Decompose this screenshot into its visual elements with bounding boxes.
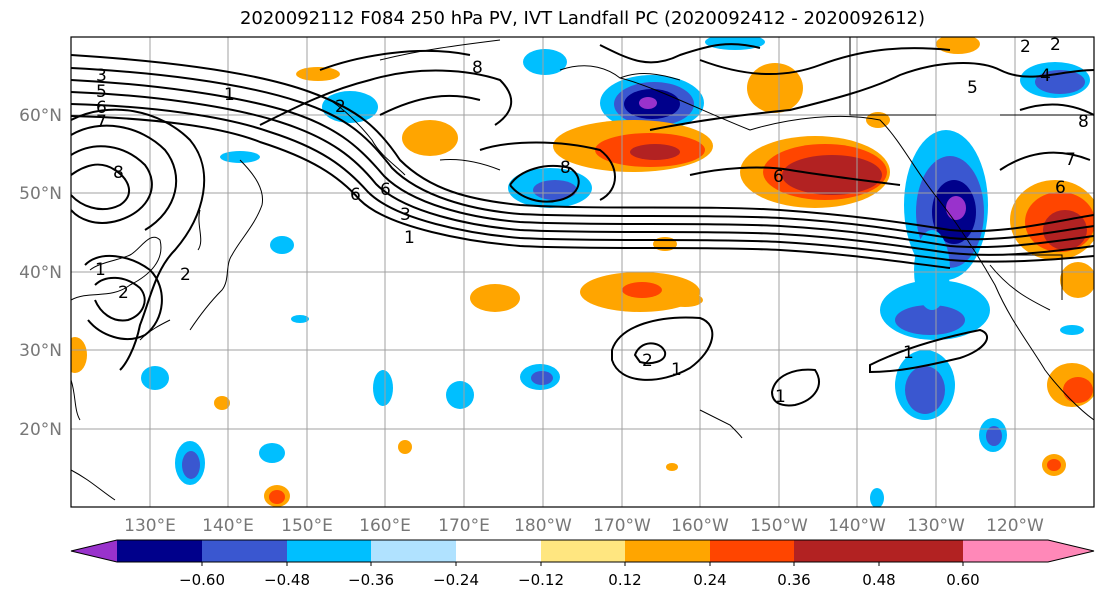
plot-content	[71, 37, 1094, 507]
colorbar-tick-label: 0.12	[608, 571, 641, 589]
lat-label: 60°N	[19, 106, 62, 126]
lat-label: 40°N	[19, 263, 62, 283]
contour-label: 1	[671, 360, 682, 380]
pv-contours	[71, 43, 1094, 407]
contour-label: 7	[1065, 150, 1076, 170]
contour-label: 2	[1020, 37, 1031, 57]
colorbar-tick-label: −0.12	[518, 571, 564, 589]
colorbar-extend-min	[71, 540, 117, 562]
contour-label: 8	[1078, 112, 1089, 132]
contour-label: 1	[775, 387, 786, 407]
colorbar-tick-label: −0.48	[264, 571, 310, 589]
contour-label: 6	[96, 98, 107, 118]
colorbar-tick-label: −0.60	[179, 571, 225, 589]
contour-label: 6	[773, 167, 784, 187]
contour-label: 6	[380, 180, 391, 200]
contour-label: 2	[642, 351, 653, 371]
lon-label: 150°E	[281, 516, 333, 536]
colorbar-segment	[794, 540, 879, 562]
colorbar-segment	[710, 540, 794, 562]
contour-label: 2	[1050, 35, 1061, 55]
colorbar-tick-label: 0.60	[946, 571, 979, 589]
colorbar-tick-label: 0.48	[862, 571, 895, 589]
lat-label: 20°N	[19, 420, 62, 440]
lat-label: 50°N	[19, 184, 62, 204]
contour-label: 3	[400, 205, 411, 225]
lon-label: 170°E	[438, 516, 490, 536]
contour-label: 1	[404, 228, 415, 248]
contour-label: 6	[1055, 178, 1066, 198]
colorbar-segment	[541, 540, 625, 562]
colorbar-segment	[287, 540, 371, 562]
contour-label: 7	[96, 112, 107, 132]
colorbar: −0.60 −0.48 −0.36 −0.24 −0.12 0.12 0.24 …	[70, 539, 1095, 589]
lon-label: 180°W	[514, 516, 572, 536]
colorbar-extend-max	[963, 540, 1094, 562]
contour-label: 8	[113, 163, 124, 183]
colorbar-segment	[202, 540, 287, 562]
lon-label: 140°E	[202, 516, 254, 536]
colorbar-tick-label: 0.36	[777, 571, 810, 589]
colorbar-segment	[625, 540, 710, 562]
lon-label: 140°W	[828, 516, 886, 536]
lon-label: 130°W	[907, 516, 965, 536]
contour-label: 8	[472, 58, 483, 78]
contour-label: 1	[95, 260, 106, 280]
lat-label: 30°N	[19, 341, 62, 361]
colorbar-outline	[70, 539, 1095, 563]
contour-label: 1	[224, 85, 235, 105]
contour-label: 2	[180, 265, 191, 285]
lon-label: 130°E	[124, 516, 176, 536]
colorbar-segment	[879, 540, 963, 562]
colorbar-segment	[371, 540, 456, 562]
contour-label: 2	[335, 97, 346, 117]
plot-frame	[70, 36, 1095, 508]
contour-labels: 3 5 6 7 1 8 1 2 2 6 3 1 8 6 5 8 1 2 1 1 …	[95, 35, 1089, 407]
contour-label: 1	[903, 343, 914, 363]
pc-shading	[71, 37, 1094, 507]
colorbar-tick-label: −0.24	[433, 571, 479, 589]
colorbar-tick-label: 0.24	[693, 571, 726, 589]
colorbar-tick-labels: −0.60 −0.48 −0.36 −0.24 −0.12 0.12 0.24 …	[179, 571, 980, 589]
contour-label: 2	[118, 283, 129, 303]
contour-label: 8	[560, 158, 571, 178]
lon-label: 150°W	[750, 516, 808, 536]
lon-label: 120°W	[986, 516, 1044, 536]
lon-label: 170°W	[593, 516, 651, 536]
colorbar-segment	[117, 540, 202, 562]
contour-label: 4	[1040, 66, 1051, 86]
lon-label: 160°E	[359, 516, 411, 536]
contour-label: 5	[96, 82, 107, 102]
contour-label: 3	[96, 66, 107, 86]
contour-label: 6	[350, 185, 361, 205]
colorbar-tick-label: −0.36	[348, 571, 394, 589]
contour-label: 5	[967, 78, 978, 98]
colorbar-ticks	[201, 562, 964, 566]
colorbar-segment	[456, 540, 541, 562]
latitude-labels: 20°N 30°N 40°N 50°N 60°N	[19, 106, 62, 440]
map-title: 2020092112 F084 250 hPa PV, IVT Landfall…	[239, 8, 926, 29]
longitude-labels: 130°E 140°E 150°E 160°E 170°E 180°W 170°…	[124, 516, 1044, 536]
lon-label: 160°W	[671, 516, 729, 536]
